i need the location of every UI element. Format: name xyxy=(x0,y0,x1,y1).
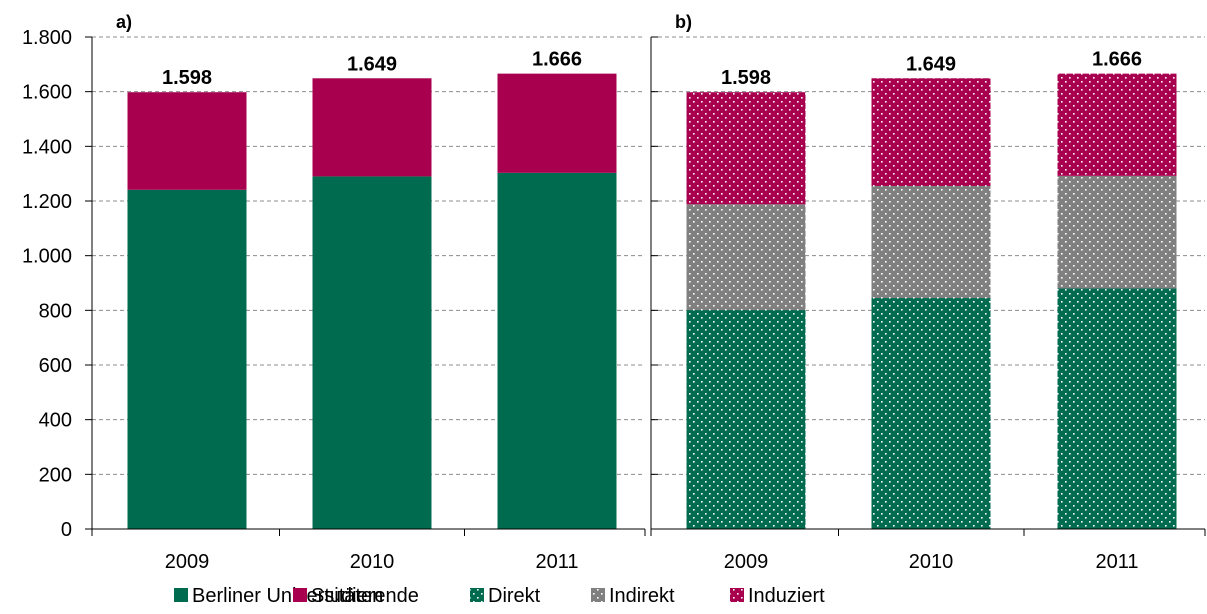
bar-segment xyxy=(686,92,806,205)
y-tick-label: 1.000 xyxy=(22,246,72,268)
legend-swatch xyxy=(591,588,605,602)
x-tick-label: 2011 xyxy=(1095,551,1138,573)
axes xyxy=(85,36,1206,536)
gridlines xyxy=(92,36,1205,475)
total-data-label: 1.598 xyxy=(162,67,212,89)
bar-segment xyxy=(312,176,432,529)
x-tick-label: 2010 xyxy=(350,551,395,573)
y-tick-label: 800 xyxy=(39,300,72,322)
total-data-label: 1.649 xyxy=(347,53,397,75)
bar-segment xyxy=(127,189,247,529)
legend-label: Studierende xyxy=(311,585,419,607)
bar-segment xyxy=(1057,175,1177,289)
x-tick-label: 2009 xyxy=(165,551,210,573)
bar-segment xyxy=(871,185,991,299)
legend-label: Indirekt xyxy=(609,585,675,607)
x-tick-label: 2011 xyxy=(535,551,578,573)
x-tick-label: 2010 xyxy=(909,551,954,573)
y-tick-label: 1.200 xyxy=(22,191,72,213)
total-data-label: 1.598 xyxy=(721,67,771,89)
bar-segment xyxy=(1057,288,1177,529)
y-tick-label: 1.800 xyxy=(22,27,72,49)
panel-label: b) xyxy=(675,12,692,32)
total-data-label: 1.666 xyxy=(1092,49,1142,71)
bars xyxy=(127,73,1177,529)
bar-segment xyxy=(686,310,806,529)
bar-segment xyxy=(871,298,991,529)
bar-segment xyxy=(871,78,991,186)
total-data-label: 1.649 xyxy=(906,53,956,75)
y-tick-label: 1.600 xyxy=(22,82,72,104)
legend-swatch xyxy=(730,588,744,602)
total-data-label: 1.666 xyxy=(532,49,582,71)
legend-swatch xyxy=(174,588,188,602)
legend-label: Direkt xyxy=(488,585,541,607)
legend-swatch xyxy=(293,588,307,602)
y-tick-label: 600 xyxy=(39,355,72,377)
y-tick-label: 0 xyxy=(61,519,72,541)
x-tick-label: 2009 xyxy=(724,551,769,573)
legend-label: Berliner Universitäten xyxy=(192,585,383,607)
y-tick-label: 1.400 xyxy=(22,136,72,158)
labels: 1.598 2009 1.649 2010 1.666 2011 a) 1.598 2009 1.… xyxy=(22,12,1142,573)
legend-swatch xyxy=(470,588,484,602)
bar-segment xyxy=(497,172,617,529)
y-tick-label: 400 xyxy=(39,410,72,432)
panel-label: a) xyxy=(116,12,132,32)
y-tick-label: 200 xyxy=(39,464,72,486)
bar-segment xyxy=(686,204,806,311)
bar-segment xyxy=(312,78,432,177)
bar-segment xyxy=(1057,73,1177,176)
bar-segment xyxy=(497,73,617,173)
legend-label: Induziert xyxy=(748,585,825,607)
bar-segment xyxy=(127,92,247,190)
